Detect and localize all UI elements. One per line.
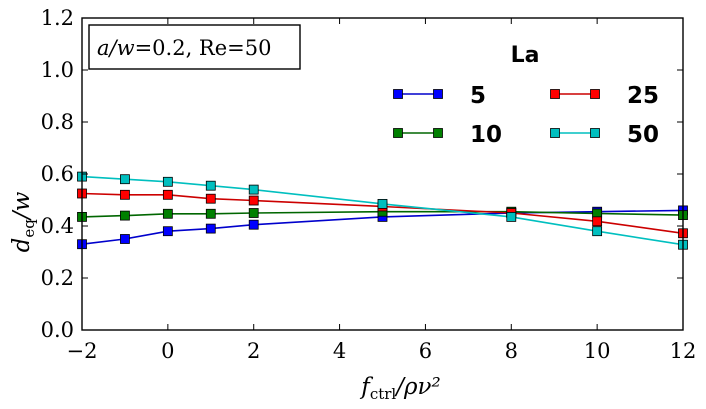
legend-entry-la-50: 50 (550, 122, 659, 148)
legend-entry-la-5: 5 (393, 83, 486, 109)
series-point-la-25 (248, 195, 259, 206)
series-point-la-10 (205, 208, 216, 219)
series-point-la-25 (120, 189, 130, 200)
legend-marker (550, 128, 560, 138)
legend-marker (393, 128, 403, 138)
x-tick-label: 6 (419, 339, 432, 363)
series-point-la-25 (205, 193, 216, 204)
y-tick-label: 1.2 (41, 6, 74, 30)
y-tick-label: 0.8 (41, 110, 74, 134)
x-tick-label: 0 (161, 339, 174, 363)
series-point-la-5 (205, 223, 216, 234)
x-tick-label: 8 (505, 339, 518, 363)
x-axis-label-sub: ctrl (370, 385, 397, 403)
annotation-text: a/w=0.2, Re=50 (97, 36, 271, 60)
y-tick-label: 1.0 (41, 58, 74, 82)
x-axis-label-rest: /ρν² (394, 374, 440, 400)
legend-marker (433, 89, 443, 99)
legend-marker (433, 128, 443, 138)
x-tick-label: 12 (670, 339, 697, 363)
annotation-rest: =0.2, Re=50 (135, 36, 272, 60)
series-point-la-50 (377, 198, 388, 209)
ticks-layer: −2 0 2 4 6 8 10 12 0.0 0.2 0.4 0.6 0.8 1.0 1.2 (41, 6, 697, 363)
legend-entry-la-25: 25 (550, 83, 659, 109)
series-point-la-10 (248, 208, 259, 218)
annotation-italic: a/w (97, 36, 135, 60)
series-layer (77, 171, 688, 250)
legend-entry-la-10: 10 (393, 122, 502, 148)
legend-marker (550, 89, 560, 99)
annotation-box: a/w=0.2, Re=50 (88, 24, 301, 70)
x-tick-label: 2 (247, 339, 260, 363)
series-point-la-5 (162, 226, 173, 237)
series-point-la-10 (120, 210, 130, 221)
series-point-la-50 (506, 211, 517, 222)
y-tick-label: 0.4 (41, 214, 74, 238)
series-point-la-50 (592, 226, 603, 237)
legend-title: La (511, 43, 540, 68)
legend-marker (590, 128, 600, 138)
x-tick-label: −2 (67, 339, 98, 363)
series-point-la-5 (248, 219, 259, 230)
x-tick-label: 10 (584, 339, 611, 363)
y-axis-label: deq/w (9, 191, 38, 252)
legend-entries: 5 10 25 50 (393, 83, 659, 148)
series-point-la-25 (592, 216, 603, 227)
series-point-la-50 (162, 176, 173, 187)
series-point-la-50 (205, 180, 216, 191)
legend-label: 50 (627, 122, 659, 148)
y-axis-label-rest: /w (9, 191, 35, 221)
legend-label: 25 (627, 83, 659, 109)
y-tick-label: 0.0 (41, 318, 74, 342)
series-point-la-25 (162, 189, 173, 200)
series-point-la-5 (120, 234, 130, 244)
x-axis-label-main: f (359, 374, 373, 400)
y-tick-label: 0.2 (41, 266, 74, 290)
legend: La 5 10 25 50 (393, 43, 659, 148)
series-point-la-10 (162, 208, 173, 219)
legend-marker (590, 89, 600, 99)
y-axis-label-sub: eq (20, 219, 38, 238)
y-tick-label: 0.6 (41, 162, 74, 186)
x-axis-label: fctrl/ρν² (359, 374, 440, 403)
series-point-la-50 (248, 184, 259, 195)
legend-marker (393, 89, 403, 99)
x-tick-label: 4 (333, 339, 346, 363)
series-point-la-50 (120, 174, 130, 185)
legend-label: 5 (470, 83, 486, 109)
y-axis-label-main: d (9, 238, 35, 253)
legend-label: 10 (470, 122, 502, 148)
